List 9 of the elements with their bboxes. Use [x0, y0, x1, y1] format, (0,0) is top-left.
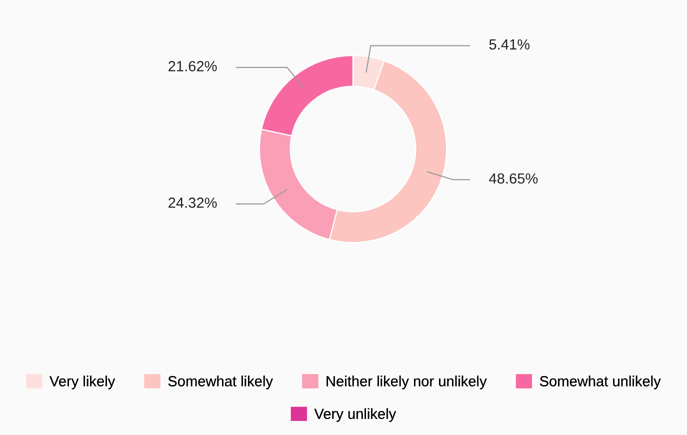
legend-label: Very likely	[50, 376, 116, 390]
data-label: 5.41%	[489, 39, 530, 50]
data-label: 48.65%	[489, 173, 538, 184]
legend-label: Very unlikely	[314, 408, 396, 422]
legend-label: Neither likely nor unlikely	[326, 376, 487, 390]
legend-label: Somewhat likely	[168, 376, 273, 390]
legend-label: Somewhat unlikely	[540, 376, 661, 390]
data-label: 24.32%	[168, 198, 217, 208]
data-label: 21.62%	[168, 61, 217, 72]
